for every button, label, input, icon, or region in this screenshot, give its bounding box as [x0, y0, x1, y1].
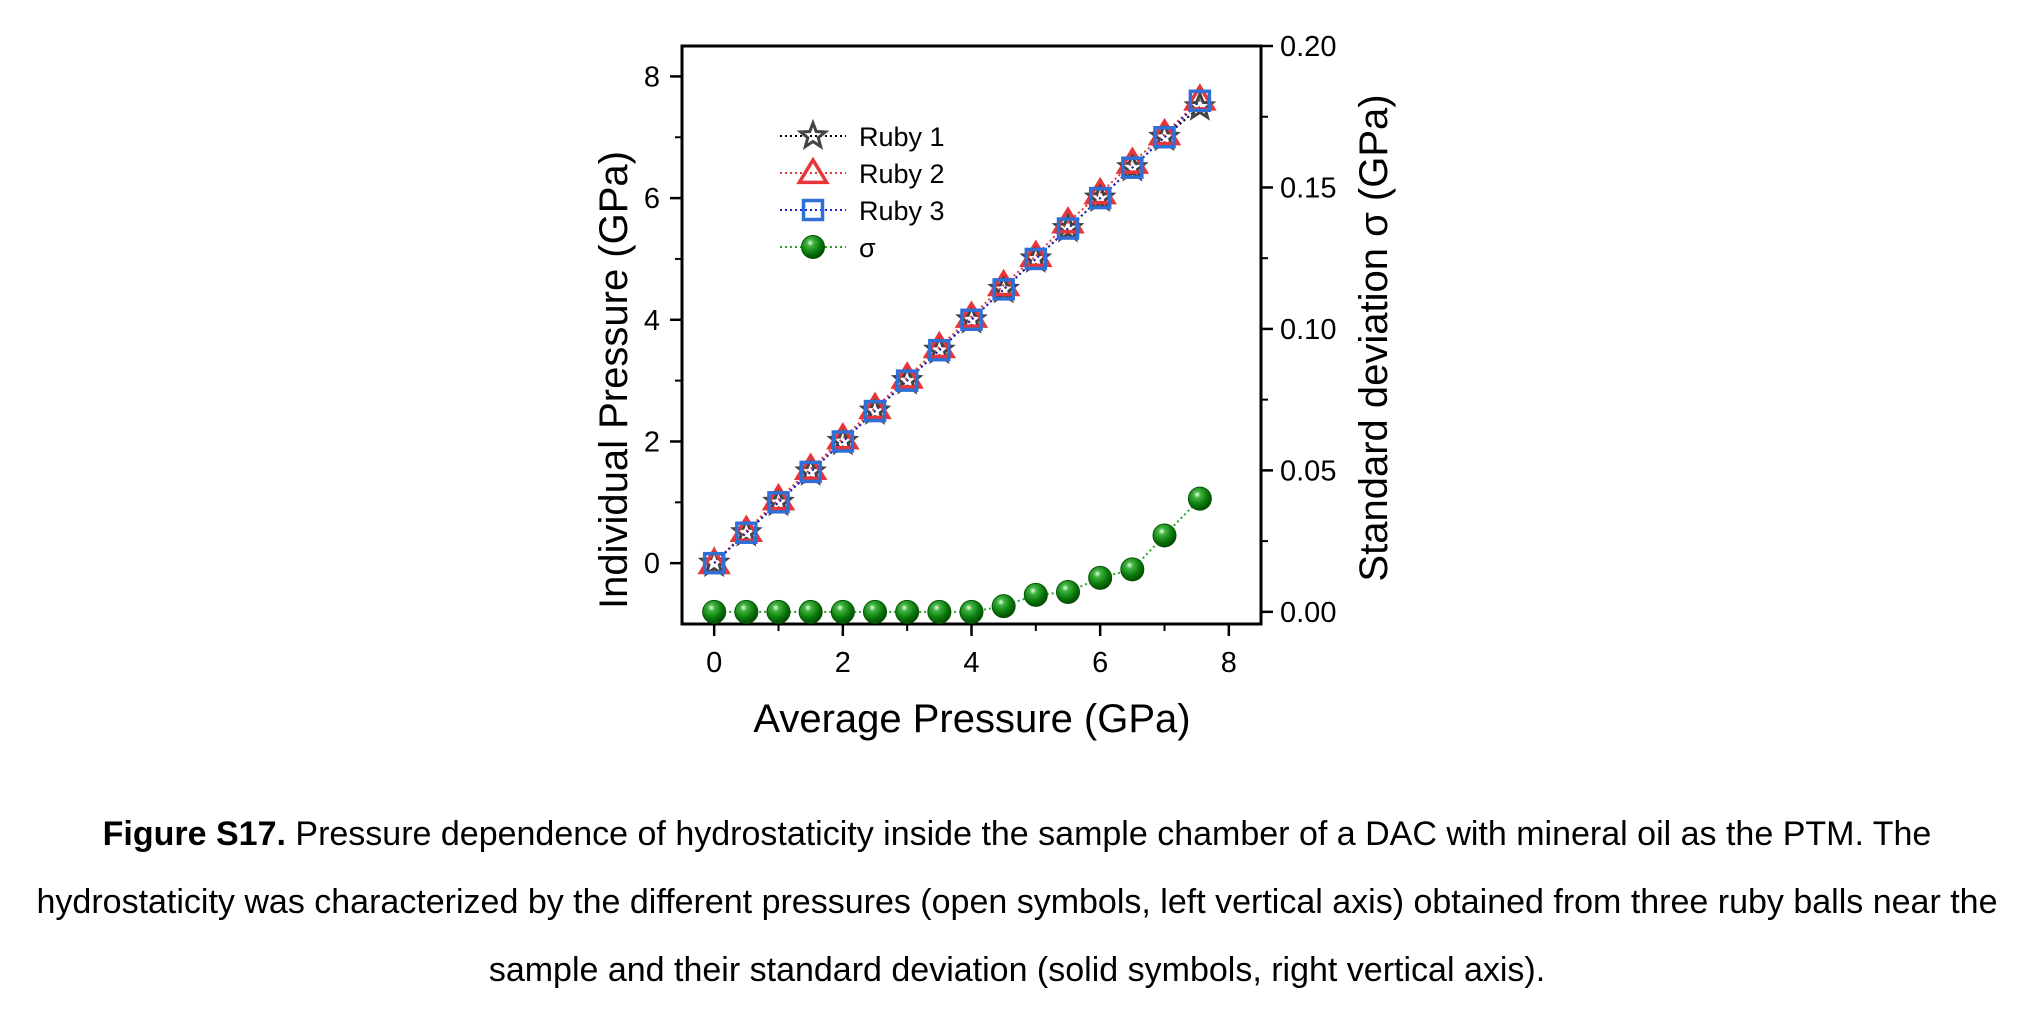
y-tick-label: 2: [644, 426, 660, 458]
data-point-series-3: [863, 399, 887, 423]
x-tick-label: 8: [1221, 647, 1237, 679]
x-tick-label: 4: [963, 647, 979, 679]
data-point-series-4: [959, 599, 984, 624]
data-point-series-3: [735, 521, 758, 544]
data-point-series-2: [858, 391, 892, 420]
data-point-series-3: [702, 551, 726, 575]
data-point-series-4: [1088, 565, 1113, 590]
data-point-series-2: [1083, 176, 1117, 205]
plot-frame: 0 2 4 6 8 0 2 4 6 8 0.00 0.05 0.10 0.15 0.20: [644, 31, 1337, 679]
data-point-series-4: [766, 599, 791, 624]
y-tick-label: 6: [644, 183, 660, 215]
data-point-series-4: [1023, 582, 1048, 607]
data-point-series-3: [992, 278, 1015, 301]
y2-tick-label: 0.10: [1280, 314, 1336, 346]
data-point-series-3: [799, 460, 822, 484]
data-point-series-2: [761, 482, 796, 511]
legend-marker: [796, 118, 830, 150]
x-tick-label: 6: [1092, 647, 1108, 679]
data-point-series-3: [928, 338, 951, 362]
data-point-series-4: [863, 599, 887, 624]
legend-label: Ruby 2: [859, 159, 945, 189]
data-point-series-2: [1115, 146, 1150, 174]
data-point-series-3: [1121, 156, 1144, 179]
data-point-series-2: [1019, 239, 1053, 268]
data-point-series-2: [729, 514, 764, 543]
y2-tick-label: 0.00: [1280, 597, 1336, 629]
data-point-series-4: [991, 594, 1016, 619]
data-point-series-3: [767, 491, 790, 514]
data-point-series-3: [831, 430, 855, 453]
series-line-4: [714, 497, 1201, 613]
legend: Ruby 1 Ruby 2 Ruby 3 σ: [780, 118, 945, 263]
data-point-series-2: [890, 361, 924, 389]
y2-tick-label: 0.15: [1280, 172, 1336, 204]
x-tick-label: 2: [835, 647, 851, 679]
data-point-series-2: [826, 422, 860, 450]
data-point-series-3: [960, 308, 983, 332]
x-tick-label: 0: [706, 647, 722, 679]
data-point-series-4: [1056, 580, 1080, 605]
y-tick-label: 0: [644, 548, 660, 580]
legend-label: Ruby 1: [859, 122, 945, 152]
y2-tick-label: 0.05: [1280, 455, 1336, 487]
data-point-series-2: [1147, 117, 1182, 146]
data-point-series-3: [1056, 217, 1080, 240]
series-layer: [697, 83, 1217, 624]
data-point-series-4: [734, 599, 759, 624]
data-point-series-4: [1187, 486, 1212, 511]
legend-label: Ruby 3: [859, 196, 945, 226]
data-point-series-2: [922, 330, 957, 359]
caption-text: Pressure dependence of hydrostaticity in…: [36, 815, 1998, 989]
data-point-series-4: [927, 599, 952, 624]
data-point-series-3: [895, 369, 919, 392]
y2-axis-label: Standard deviation σ (GPa): [1352, 94, 1396, 581]
series-line-2: [713, 98, 1201, 564]
data-point-series-4: [895, 599, 920, 624]
series-line-3: [713, 100, 1201, 564]
data-point-series-2: [986, 268, 1021, 297]
data-point-series-4: [1152, 523, 1177, 548]
y-axis-label: Individual Pressure (GPa): [592, 151, 636, 609]
data-point-series-3: [1153, 126, 1176, 149]
data-point-series-3: [1024, 247, 1048, 271]
figure-caption: Figure S17. Pressure dependence of hydro…: [30, 800, 2004, 1004]
data-point-series-2: [954, 300, 989, 328]
caption-label: Figure S17.: [102, 815, 286, 853]
legend-label: σ: [859, 233, 876, 263]
data-point-series-4: [798, 599, 823, 624]
legend-marker: [796, 156, 830, 185]
data-point-series-4: [1120, 557, 1145, 582]
data-point-series-4: [702, 599, 727, 624]
data-point-series-3: [1088, 186, 1112, 210]
y-tick-label: 4: [644, 305, 660, 337]
data-point-series-3: [1188, 89, 1212, 113]
x-axis-label: Average Pressure (GPa): [753, 697, 1190, 741]
data-point-series-2: [793, 452, 828, 480]
data-point-series-4: [830, 599, 855, 624]
legend-marker: [801, 198, 825, 222]
y2-tick-label: 0.20: [1280, 31, 1336, 63]
y-tick-label: 8: [644, 61, 660, 93]
legend-marker: [801, 235, 825, 259]
